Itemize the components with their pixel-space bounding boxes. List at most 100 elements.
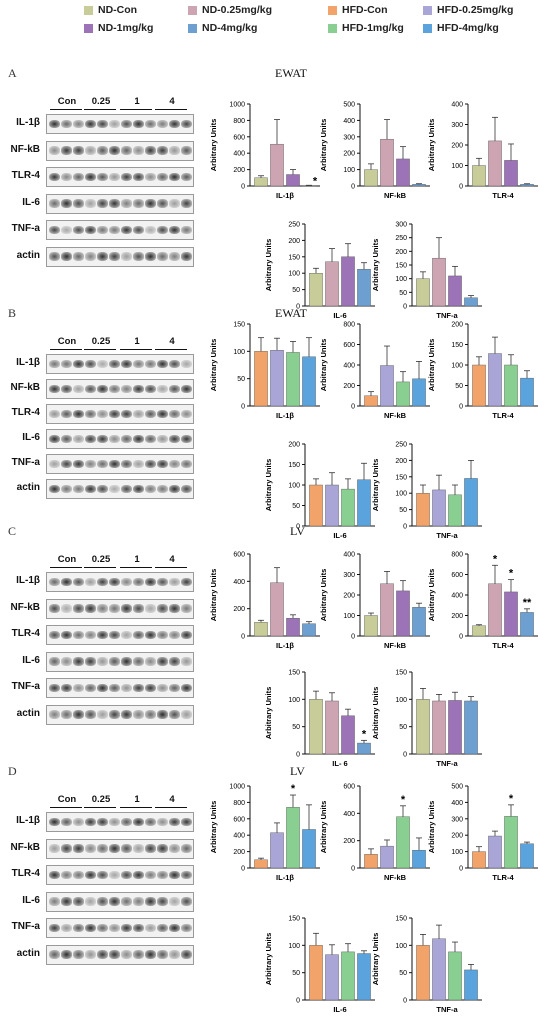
dose-underline [50, 807, 82, 808]
blot-band [181, 485, 192, 493]
bar [380, 139, 393, 186]
y-axis-label: Arbitrary Units [264, 933, 273, 986]
blot-band [61, 871, 72, 879]
blot-band [109, 684, 120, 692]
blot-band [169, 710, 180, 718]
blot-band [133, 871, 144, 879]
blot-band [61, 631, 72, 639]
blot-band [61, 897, 72, 905]
bar [432, 701, 445, 754]
y-tick-label: 200 [233, 606, 245, 613]
blot-band [169, 120, 180, 128]
blot-band [157, 360, 168, 368]
blot-band [85, 684, 96, 692]
blot-band [157, 435, 168, 443]
legend-label: HFD-Con [342, 4, 388, 16]
blot-band [181, 385, 192, 393]
western-blot-strip [46, 454, 194, 474]
blot-band [61, 385, 72, 393]
blot-band [157, 173, 168, 181]
blot-band [157, 578, 168, 586]
bar [472, 852, 485, 868]
blot-band [133, 173, 144, 181]
blot-band [49, 578, 60, 586]
legend-item: HFD-0.25mg/kg [423, 4, 513, 16]
x-axis-label: IL-1β [276, 641, 294, 650]
blot-band [85, 657, 96, 665]
significance-mark: * [291, 783, 296, 795]
blot-band [133, 710, 144, 718]
dose-underline [155, 567, 187, 568]
blot-band [85, 360, 96, 368]
blot-label: IL-6 [2, 432, 40, 443]
blot-label: IL-1β [2, 117, 40, 128]
blot-band [61, 435, 72, 443]
y-tick-label: 150 [288, 254, 300, 261]
blot-band [97, 924, 108, 932]
blot-band [109, 226, 120, 234]
bar [448, 276, 461, 306]
y-axis-label: Arbitrary Units [319, 801, 328, 854]
blot-label: IL-6 [2, 895, 40, 906]
x-axis-label: TLR-4 [492, 191, 514, 200]
blot-band [133, 435, 144, 443]
y-tick-label: 0 [241, 184, 245, 191]
blot-band [73, 252, 84, 260]
y-tick-label: 400 [451, 593, 463, 600]
blot-band [157, 120, 168, 128]
blot-band [61, 226, 72, 234]
blot-band [169, 818, 180, 826]
bar [504, 365, 517, 406]
dose-label: 1 [122, 336, 152, 347]
blot-band [157, 924, 168, 932]
blot-band [109, 844, 120, 852]
blot-band [61, 146, 72, 154]
bar [448, 700, 461, 754]
significance-mark: * [401, 794, 406, 806]
dose-label: 4 [157, 794, 187, 805]
blot-band [145, 710, 156, 718]
blot-band [85, 924, 96, 932]
blot-band [121, 684, 132, 692]
blot-band [133, 460, 144, 468]
y-tick-label: 150 [451, 342, 463, 349]
blot-band [61, 844, 72, 852]
blot-band [97, 818, 108, 826]
dose-underline [120, 567, 152, 568]
significance-mark: * [493, 553, 498, 565]
y-tick-label: 100 [451, 849, 463, 856]
blot-band [145, 578, 156, 586]
blot-band [85, 199, 96, 207]
western-blot-strip [46, 652, 194, 672]
blot-band [97, 199, 108, 207]
x-axis-label: TLR-4 [492, 873, 514, 882]
bar [416, 493, 429, 526]
y-tick-label: 150 [395, 263, 407, 270]
blot-band [121, 710, 132, 718]
blot-band [133, 485, 144, 493]
y-tick-label: 100 [395, 943, 407, 950]
blot-band [49, 460, 60, 468]
significance-mark: * [362, 728, 367, 740]
blot-band [181, 844, 192, 852]
blot-band [49, 684, 60, 692]
blot-band [133, 950, 144, 958]
x-axis-label: NF-kB [384, 873, 407, 882]
blot-band [157, 485, 168, 493]
blot-label: TLR-4 [2, 868, 40, 879]
blot-band [145, 684, 156, 692]
y-axis-label: Arbitrary Units [209, 119, 218, 172]
western-blot-strip [46, 220, 194, 240]
blot-band [169, 252, 180, 260]
dose-label: 0.25 [86, 336, 116, 347]
blot-band [181, 950, 192, 958]
blot-label: TLR-4 [2, 407, 40, 418]
blot-label: TNF-a [2, 681, 40, 692]
blot-band [169, 173, 180, 181]
bar [520, 612, 533, 636]
bar [270, 350, 283, 406]
significance-mark: * [509, 568, 514, 580]
bar [432, 490, 445, 526]
blot-label: TNF-a [2, 223, 40, 234]
